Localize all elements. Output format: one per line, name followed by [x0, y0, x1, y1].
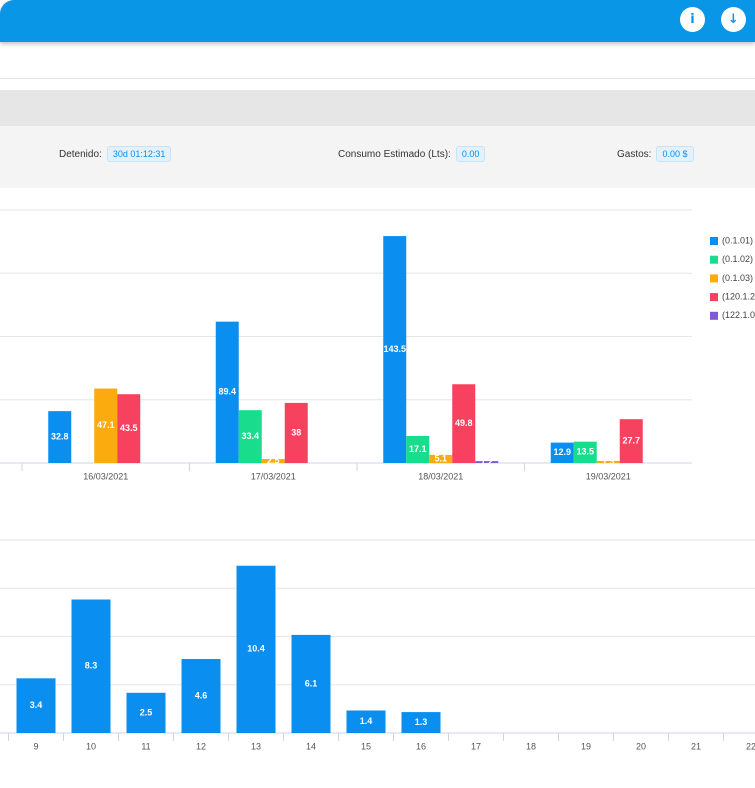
x-tick-label: 10 — [86, 741, 96, 751]
x-tick-label: 15 — [361, 741, 371, 751]
value-label: 1.2 — [480, 456, 493, 466]
bar — [346, 710, 386, 733]
value-label: 1.3 — [415, 717, 428, 727]
value-label: 8.3 — [85, 661, 98, 671]
bar — [619, 419, 643, 463]
field-value: 0.00 $ — [656, 146, 694, 162]
legend-swatch — [710, 293, 718, 302]
bar — [284, 402, 308, 463]
legend-swatch — [710, 255, 718, 264]
value-label: 27.7 — [622, 435, 640, 445]
bar — [236, 565, 276, 733]
x-tick-label: 18/03/2021 — [418, 471, 463, 481]
field: Detenido: 30d 01:12:31 — [59, 146, 172, 162]
x-tick-label: 17/03/2021 — [251, 471, 296, 481]
bar — [550, 442, 574, 463]
info-panel: Detenido: 30d 01:12:31 Consumo Estimado (… — [0, 126, 755, 188]
field: Gastos: 0.00 $ — [617, 146, 694, 162]
value-label: 10.4 — [247, 644, 265, 654]
x-tick-label: 22 — [746, 741, 755, 751]
info-button[interactable]: i — [680, 7, 705, 32]
value-label: 43.5 — [120, 423, 138, 433]
bar — [261, 459, 285, 463]
legend-swatch — [710, 311, 718, 320]
x-tick-label: 21 — [691, 741, 701, 751]
toolbar — [0, 90, 755, 126]
bar — [573, 441, 597, 463]
field: Consumo Estimado (Lts): 0.00 — [338, 146, 486, 162]
x-tick-label: 12 — [196, 741, 206, 751]
legend-label: (0.1.01) — [722, 235, 753, 245]
legend-swatch — [710, 274, 718, 283]
x-tick-label: 14 — [306, 741, 316, 751]
x-tick-label: 18 — [526, 741, 536, 751]
bar — [383, 236, 407, 463]
x-tick-label: 17 — [471, 741, 481, 751]
value-label: 47.1 — [97, 420, 115, 430]
legend-label: (0.1.03) — [722, 273, 753, 283]
legend-label: (0.1.02) — [722, 254, 753, 264]
x-tick-label: 13 — [251, 741, 261, 751]
field-value: 30d 01:12:31 — [106, 146, 172, 162]
bar — [452, 384, 476, 463]
x-tick-label: 20 — [636, 741, 646, 751]
value-label: 2.5 — [267, 455, 280, 465]
legend-label: (122.1.0 — [722, 310, 755, 320]
value-label: 1.4 — [360, 716, 373, 726]
field-label: Gastos: — [617, 148, 652, 160]
bar — [126, 692, 166, 733]
download-button[interactable]: ↓ — [721, 7, 746, 32]
bar — [16, 678, 56, 733]
field-label: Consumo Estimado (Lts): — [338, 148, 451, 160]
x-tick-label: 16 — [416, 741, 426, 751]
header: i ↓ — [0, 0, 755, 42]
legend-swatch — [710, 237, 718, 245]
bar — [291, 634, 331, 733]
value-label: 1.3 — [602, 456, 615, 466]
legend-label: (120.1.22 — [722, 291, 755, 301]
value-label: 2.5 — [140, 707, 153, 717]
value-label: 3.4 — [30, 700, 43, 710]
x-tick-label: 11 — [141, 741, 150, 751]
value-label: 17.1 — [409, 444, 427, 454]
value-label: 89.4 — [218, 387, 236, 397]
divider — [0, 78, 755, 79]
bar — [475, 461, 499, 463]
value-label: 6.1 — [305, 678, 318, 688]
value-label: 12.9 — [553, 447, 571, 457]
x-tick-label: 9 — [33, 741, 38, 751]
bar — [401, 712, 441, 733]
bar — [94, 388, 118, 463]
bar — [48, 411, 72, 463]
field-value: 0.00 — [455, 146, 486, 162]
value-label: 49.8 — [455, 418, 473, 428]
value-label: 32.8 — [51, 431, 69, 441]
value-label: 13.5 — [576, 447, 594, 457]
bar — [596, 460, 620, 463]
x-tick-label: 19 — [581, 741, 591, 751]
x-tick-label: 16/03/2021 — [83, 471, 128, 481]
bar — [429, 454, 453, 463]
value-label: 38 — [291, 427, 301, 437]
bar — [406, 435, 430, 463]
bar — [71, 599, 111, 733]
bar — [181, 659, 221, 733]
x-tick-label: 19/03/2021 — [586, 471, 631, 481]
value-label: 5.1 — [434, 453, 447, 463]
value-label: 33.4 — [241, 431, 259, 441]
bar — [238, 410, 262, 463]
bar — [215, 321, 239, 463]
bar — [117, 394, 141, 463]
field-label: Detenido: — [59, 148, 102, 160]
value-label: 4.6 — [195, 690, 208, 700]
value-label: 143.5 — [383, 344, 406, 354]
